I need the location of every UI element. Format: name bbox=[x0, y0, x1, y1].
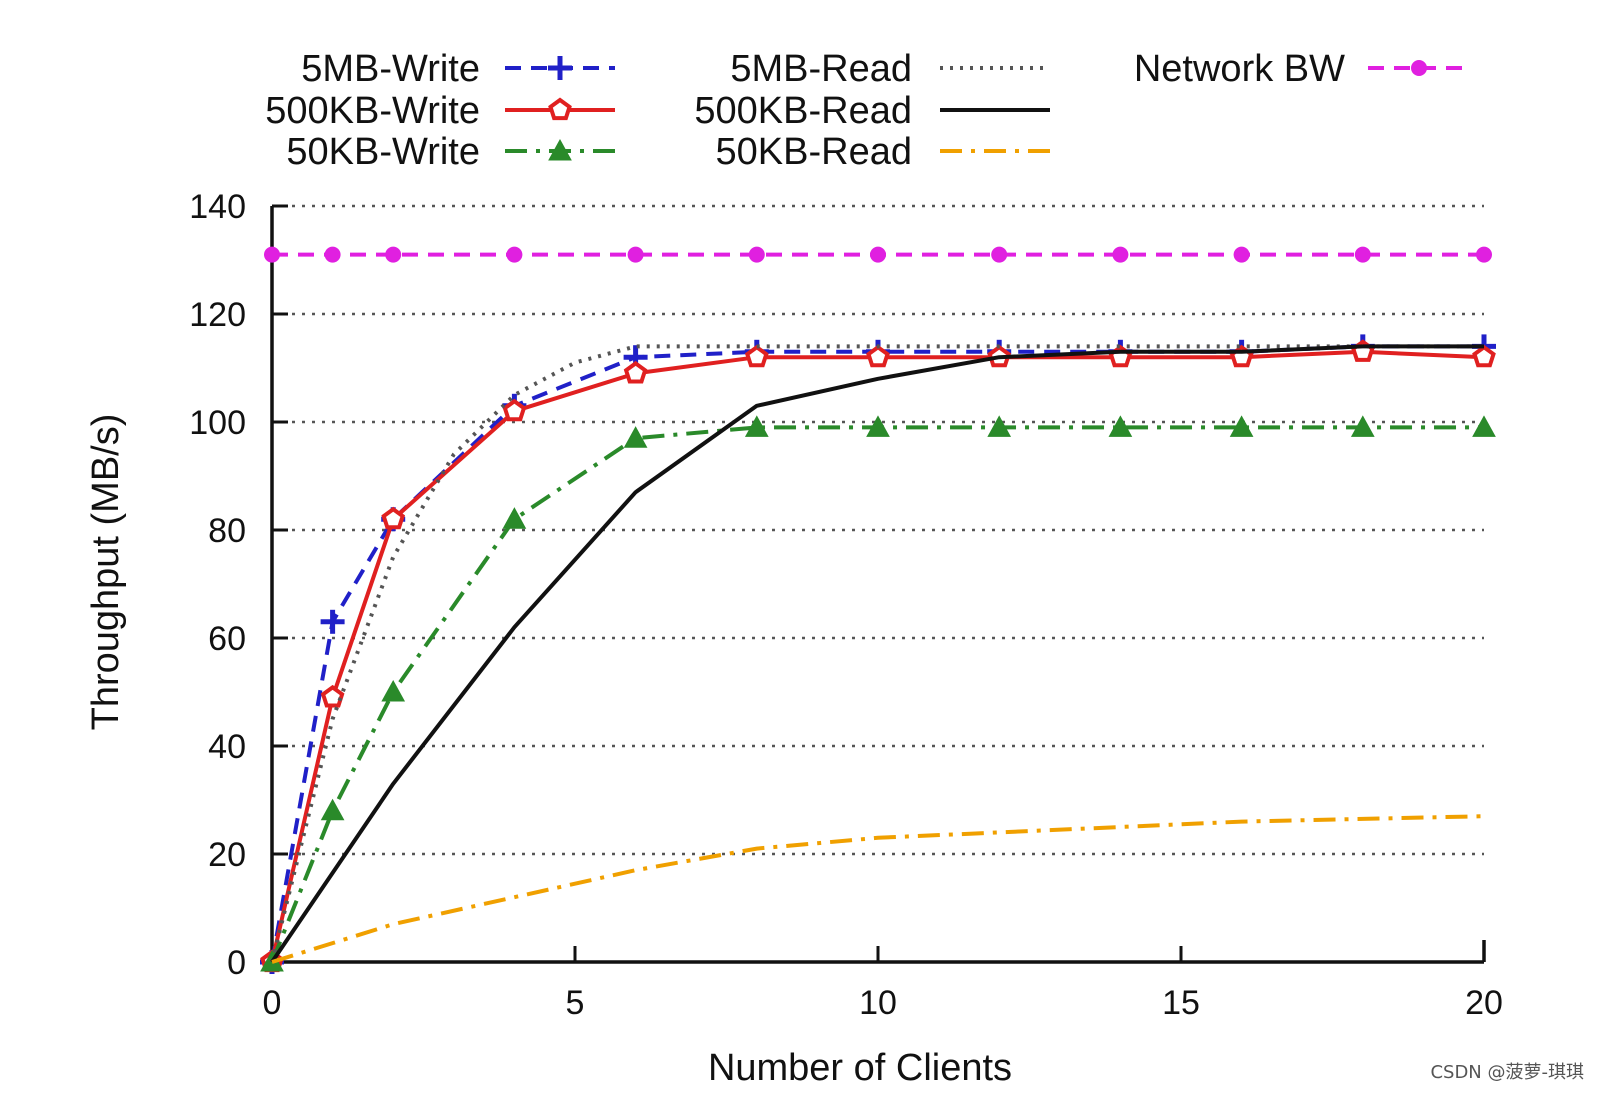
x-tick-label: 20 bbox=[1465, 984, 1503, 1022]
series-point-2 bbox=[987, 415, 1012, 437]
y-tick-label: 20 bbox=[208, 836, 246, 874]
legend-label: Network BW bbox=[1134, 48, 1345, 90]
series-point-1 bbox=[623, 360, 648, 384]
series-point-2 bbox=[1229, 415, 1254, 437]
series-point-1 bbox=[1472, 344, 1496, 368]
series-point-6 bbox=[1233, 246, 1250, 263]
legend-swatch-marker bbox=[548, 97, 572, 121]
series-point-2 bbox=[1472, 415, 1496, 437]
series-point-6 bbox=[627, 246, 644, 263]
legend-label: 500KB-Read bbox=[694, 90, 912, 132]
series-point-6 bbox=[1354, 246, 1371, 263]
legend-swatch-marker bbox=[1411, 60, 1427, 76]
series-point-6 bbox=[870, 246, 886, 263]
series-point-2 bbox=[623, 426, 648, 448]
x-tick-label: 15 bbox=[1162, 984, 1200, 1022]
x-axis-title: Number of Clients bbox=[708, 1047, 1012, 1089]
source-credit: CSDN @菠萝-琪琪 bbox=[1430, 1062, 1584, 1083]
series-point-1 bbox=[381, 506, 406, 530]
series-point-2 bbox=[866, 415, 890, 437]
series-point-1 bbox=[320, 684, 345, 708]
series-point-6 bbox=[385, 246, 402, 263]
series-point-6 bbox=[748, 246, 765, 263]
series-point-6 bbox=[991, 246, 1008, 263]
x-tick-label: 0 bbox=[263, 984, 282, 1022]
y-tick-label: 40 bbox=[208, 728, 246, 766]
legend-label: 5MB-Read bbox=[730, 48, 912, 90]
series-point-2 bbox=[744, 415, 769, 437]
series-line-2 bbox=[270, 425, 1484, 963]
grid-layer bbox=[272, 204, 1484, 856]
series-line-5 bbox=[271, 814, 1485, 964]
legend-layer: 5MB-Write500KB-Write50KB-Write5MB-Read50… bbox=[265, 48, 1470, 173]
series-line-0 bbox=[270, 344, 1484, 963]
series-point-2 bbox=[320, 798, 345, 821]
legend-label: 500KB-Write bbox=[265, 90, 480, 132]
y-axis-title: Throughput (MB/s) bbox=[85, 414, 127, 731]
legend-swatch-marker bbox=[548, 56, 572, 80]
legend-label: 50KB-Write bbox=[286, 131, 480, 173]
y-tick-label: 120 bbox=[189, 296, 246, 334]
series-line-4 bbox=[270, 344, 1484, 964]
series-point-6 bbox=[1112, 246, 1129, 263]
series-point-2 bbox=[1350, 415, 1375, 437]
series-line-3 bbox=[270, 344, 1484, 963]
series-point-1 bbox=[866, 344, 890, 368]
y-tick-label: 0 bbox=[227, 944, 246, 982]
legend-label: 50KB-Read bbox=[716, 131, 912, 173]
series-layer bbox=[260, 246, 1496, 974]
legend-swatch-marker bbox=[548, 138, 572, 161]
series-point-6 bbox=[324, 246, 341, 263]
y-tick-label: 60 bbox=[208, 620, 246, 658]
legend-label: 5MB-Write bbox=[301, 48, 480, 90]
y-tick-label: 140 bbox=[189, 188, 246, 226]
series-point-6 bbox=[264, 246, 280, 263]
series-point-6 bbox=[1476, 246, 1492, 263]
y-tick-label: 100 bbox=[189, 404, 246, 442]
series-point-1 bbox=[744, 344, 769, 368]
series-point-2 bbox=[502, 507, 527, 529]
series-point-2 bbox=[1108, 415, 1133, 437]
series-point-2 bbox=[381, 679, 406, 702]
series-point-1 bbox=[502, 398, 527, 422]
series-line-1 bbox=[270, 349, 1485, 963]
x-tick-label: 10 bbox=[859, 984, 897, 1022]
series-point-0 bbox=[320, 609, 345, 634]
axes-layer: 0 20 40 60 80 100 120 140 0 5 10 15 20 bbox=[189, 188, 1503, 1022]
series-point-6 bbox=[506, 246, 523, 263]
y-tick-label: 80 bbox=[208, 512, 246, 550]
x-tick-label: 5 bbox=[566, 984, 585, 1022]
